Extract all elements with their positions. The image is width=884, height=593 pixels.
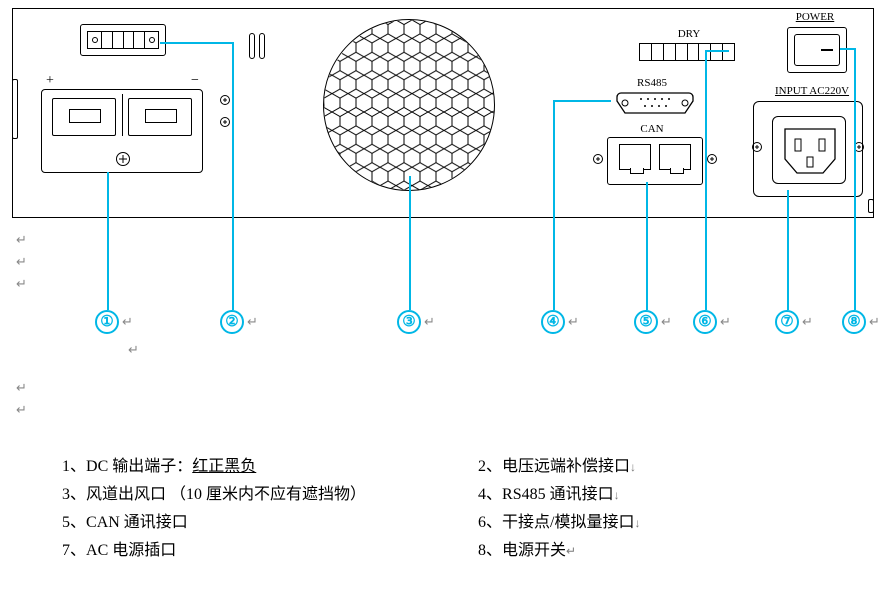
para-mark: ↵ — [122, 314, 133, 330]
legend-num: 5、 — [62, 514, 86, 531]
tail-mark: ↓ — [630, 460, 636, 474]
dc-output-terminal — [41, 89, 203, 173]
callout-8: ⑧ — [842, 310, 866, 334]
dry-contact-port — [639, 43, 735, 61]
legend-num: 8、 — [478, 542, 502, 559]
callout-6: ⑥ — [693, 310, 717, 334]
legend-row: 3、风道出风口 （10 厘米内不应有遮挡物） 4、RS485 通讯接口↓ — [54, 478, 854, 506]
panel-screw — [593, 154, 603, 164]
fan-vent — [323, 19, 495, 191]
callout-7: ⑦ — [775, 310, 799, 334]
callout-1: ① — [95, 310, 119, 334]
rear-panel: + − — [12, 8, 874, 218]
polarity-plus: + — [46, 73, 54, 89]
vent-slit — [259, 33, 265, 59]
para-mark: ↵ — [16, 380, 27, 396]
tail-mark: ↓ — [614, 488, 620, 502]
polarity-minus: − — [191, 73, 199, 89]
side-slot-right — [868, 199, 874, 213]
callout-5: ⑤ — [634, 310, 658, 334]
legend-text: 电压远端补偿接口 — [502, 458, 630, 475]
legend-text: 干接点/模拟量接口 — [502, 514, 634, 531]
para-mark: ↵ — [568, 314, 579, 330]
legend-num: 4、 — [478, 486, 502, 503]
para-mark: ↵ — [802, 314, 813, 330]
honeycomb-pattern — [324, 20, 495, 191]
legend-text: AC 电源插口 — [86, 542, 176, 559]
rj45-jack — [659, 144, 691, 170]
para-mark: ↵ — [16, 402, 27, 418]
para-mark: ↵ — [128, 342, 139, 358]
power-switch[interactable] — [787, 27, 847, 73]
para-mark: ↵ — [16, 254, 27, 270]
para-mark: ↵ — [869, 314, 880, 330]
legend-num: 1、 — [62, 458, 86, 475]
para-mark: ↵ — [424, 314, 435, 330]
para-mark: ↵ — [16, 232, 27, 248]
dry-label: DRY — [669, 28, 709, 40]
legend-num: 3、 — [62, 486, 86, 503]
ac-inlet[interactable] — [772, 116, 846, 184]
legend-extra: 红正黑负 — [192, 458, 256, 475]
rs485-label: RS485 — [627, 77, 677, 89]
legend-text: DC 输出端子： — [86, 458, 192, 475]
legend-row: 5、CAN 通讯接口 6、干接点/模拟量接口↓ — [54, 506, 854, 534]
ac-inlet-frame — [753, 101, 863, 197]
side-slot-left — [12, 79, 18, 139]
panel-screw — [707, 154, 717, 164]
callout-4: ④ — [541, 310, 565, 334]
remote-sense-terminal — [80, 24, 166, 56]
panel-screw — [220, 117, 230, 127]
power-label: POWER — [791, 11, 839, 23]
legend-num: 7、 — [62, 542, 86, 559]
callout-2: ② — [220, 310, 244, 334]
rs485-port — [615, 91, 695, 115]
can-port — [607, 137, 703, 185]
para-mark: ↵ — [16, 276, 27, 292]
legend-num: 6、 — [478, 514, 502, 531]
tail-mark: ↵ — [566, 544, 576, 558]
legend-row: 1、DC 输出端子：红正黑负 2、电压远端补偿接口↓ — [54, 450, 854, 478]
callout-3: ③ — [397, 310, 421, 334]
panel-screw — [220, 95, 230, 105]
legend-num: 2、 — [478, 458, 502, 475]
legend-row: 7、AC 电源插口 8、电源开关↵ — [54, 534, 854, 562]
vent-slit — [249, 33, 255, 59]
legend-text: 电源开关 — [502, 542, 566, 559]
para-mark: ↵ — [661, 314, 672, 330]
can-label: CAN — [637, 123, 667, 135]
legend-text: RS485 通讯接口 — [502, 486, 614, 503]
tail-mark: ↓ — [634, 516, 640, 530]
para-mark: ↵ — [247, 314, 258, 330]
legend-list: 1、DC 输出端子：红正黑负 2、电压远端补偿接口↓ 3、风道出风口 （10 厘… — [54, 450, 854, 562]
rj45-jack — [619, 144, 651, 170]
input-label: INPUT AC220V — [757, 85, 867, 97]
legend-text: 风道出风口 （10 厘米内不应有遮挡物） — [86, 486, 366, 503]
para-mark: ↵ — [720, 314, 731, 330]
legend-text: CAN 通讯接口 — [86, 514, 188, 531]
